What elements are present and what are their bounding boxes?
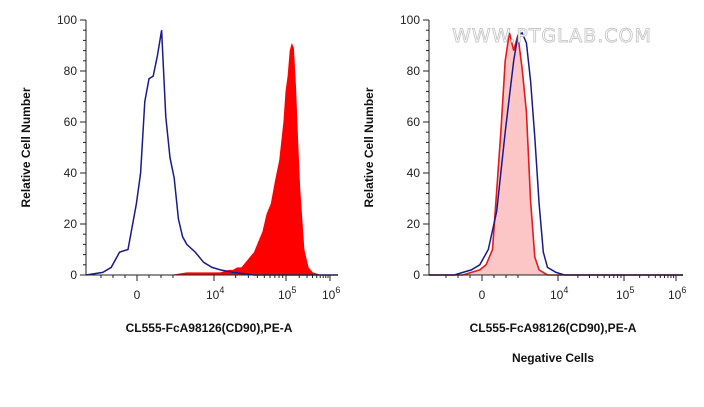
y-tick-label: 80 — [64, 64, 78, 78]
panel-caption: Negative Cells — [512, 351, 594, 365]
histogram-panel-stained: 0 20 40 60 80 100 0 104 105 106 Relative Cell Numb… — [19, 13, 340, 335]
histogram-area-0-0 — [136, 42, 322, 276]
y-tick-label: 20 — [64, 217, 78, 231]
x-tick-label: 105 — [278, 285, 296, 302]
y-tick-label: 60 — [407, 115, 421, 129]
x-tick-label: 104 — [206, 285, 224, 302]
x-tick-label: 106 — [668, 285, 686, 302]
y-tick-label: 100 — [400, 13, 420, 27]
histogram-area-1-0 — [429, 32, 683, 275]
y-tick-label: 60 — [64, 115, 78, 129]
y-axis-title: Relative Cell Number — [19, 87, 33, 207]
histogram-outline-1-0 — [429, 32, 683, 276]
y-tick-label: 0 — [413, 268, 420, 282]
x-tick-label: 105 — [616, 285, 634, 302]
x-tick-label: 104 — [550, 285, 568, 302]
y-axis-title: Relative Cell Number — [362, 87, 376, 207]
y-tick-label: 0 — [70, 268, 77, 282]
histogram-line-0-1 — [85, 30, 338, 276]
x-tick-label: 0 — [134, 288, 141, 302]
x-axis-title: CL555-FcA98126(CD90),PE-A — [470, 321, 637, 335]
y-tick-label: 20 — [407, 217, 421, 231]
histogram-panel-negative: 0 20 40 60 80 100 0 104 105 106 Relative Cell Numb… — [362, 13, 686, 365]
y-tick-label: 40 — [64, 166, 78, 180]
watermark-text: WWW.PTGLAB.COM — [452, 25, 652, 47]
x-tick-label: 0 — [479, 288, 486, 302]
histogram-line-1-1 — [429, 31, 683, 276]
y-tick-label: 100 — [57, 13, 77, 27]
x-axis-title: CL555-FcA98126(CD90),PE-A — [126, 321, 293, 335]
y-tick-label: 80 — [407, 64, 421, 78]
x-tick-label: 106 — [322, 285, 340, 302]
y-tick-label: 40 — [407, 166, 421, 180]
